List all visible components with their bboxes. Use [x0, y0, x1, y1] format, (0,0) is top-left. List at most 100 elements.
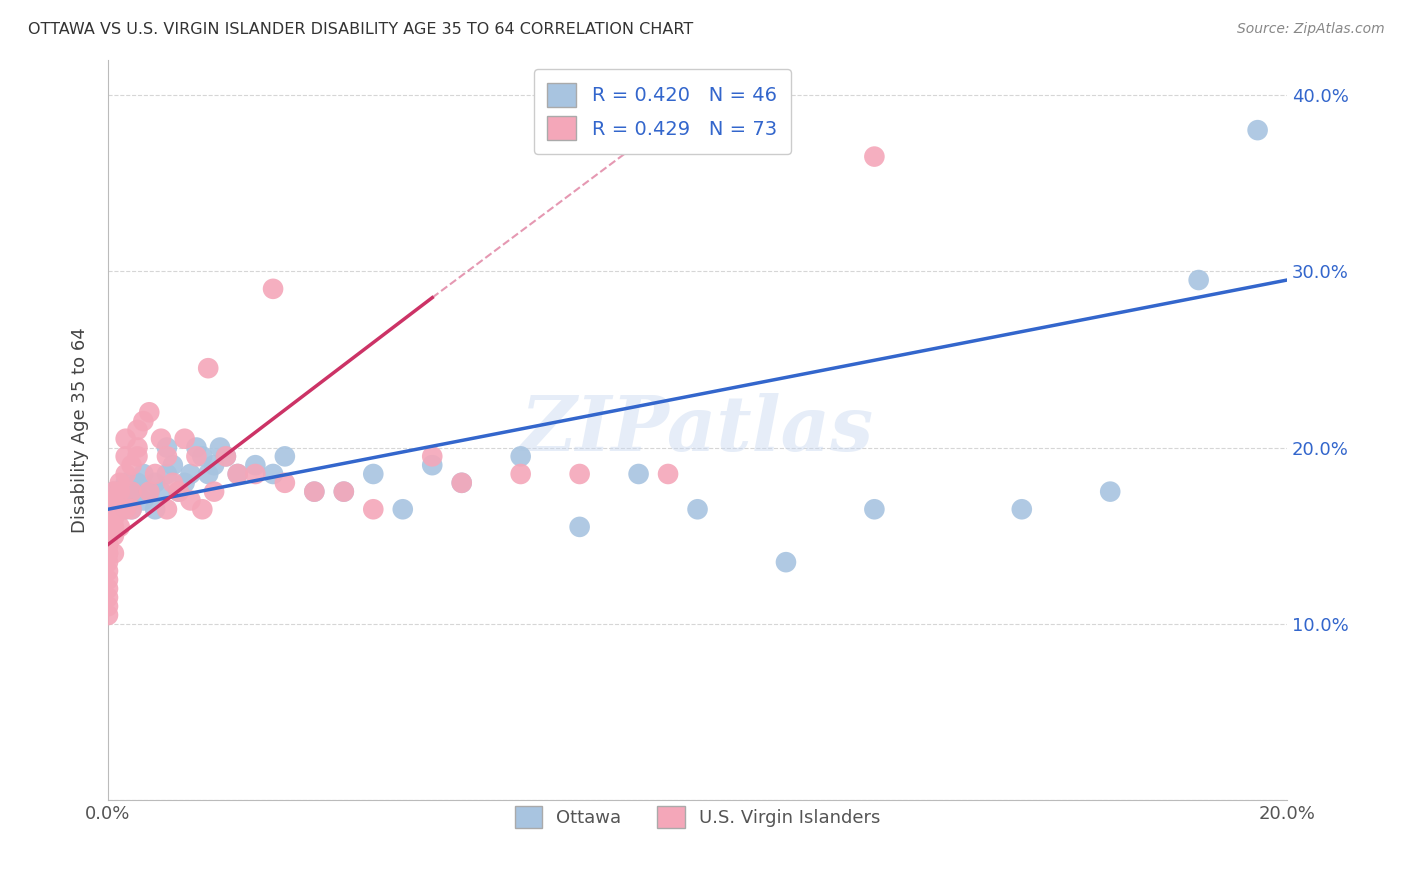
Text: OTTAWA VS U.S. VIRGIN ISLANDER DISABILITY AGE 35 TO 64 CORRELATION CHART: OTTAWA VS U.S. VIRGIN ISLANDER DISABILIT…: [28, 22, 693, 37]
Point: [775, 555, 797, 569]
Point: [450, 475, 472, 490]
Point: [143, 502, 166, 516]
Point: [191, 450, 214, 464]
Point: [509, 450, 531, 464]
Point: [245, 458, 267, 472]
Point: [97, 529, 120, 543]
Point: [103, 484, 125, 499]
Point: [657, 467, 679, 481]
Point: [391, 502, 413, 516]
Point: [143, 467, 166, 481]
Point: [361, 467, 384, 481]
Point: [156, 502, 179, 516]
Point: [127, 450, 149, 464]
Point: [132, 493, 155, 508]
Point: [97, 582, 120, 596]
Point: [132, 467, 155, 481]
Point: [97, 555, 120, 569]
Point: [1011, 502, 1033, 516]
Point: [197, 467, 219, 481]
Point: [108, 493, 131, 508]
Point: [114, 502, 136, 516]
Point: [103, 511, 125, 525]
Point: [215, 450, 238, 464]
Point: [262, 282, 284, 296]
Point: [274, 475, 297, 490]
Point: [191, 502, 214, 516]
Point: [97, 564, 120, 578]
Point: [274, 450, 297, 464]
Point: [226, 467, 249, 481]
Point: [156, 467, 179, 481]
Point: [509, 467, 531, 481]
Point: [333, 484, 356, 499]
Point: [197, 361, 219, 376]
Point: [150, 484, 173, 499]
Point: [108, 520, 131, 534]
Point: [121, 502, 143, 516]
Point: [108, 502, 131, 516]
Point: [186, 450, 208, 464]
Point: [97, 573, 120, 587]
Point: [97, 546, 120, 560]
Point: [420, 458, 443, 472]
Point: [103, 529, 125, 543]
Point: [97, 529, 120, 543]
Point: [180, 467, 202, 481]
Point: [97, 520, 120, 534]
Point: [1246, 123, 1268, 137]
Text: Source: ZipAtlas.com: Source: ZipAtlas.com: [1237, 22, 1385, 37]
Point: [97, 599, 120, 614]
Point: [304, 484, 326, 499]
Point: [686, 502, 709, 516]
Point: [97, 529, 120, 543]
Point: [114, 467, 136, 481]
Point: [568, 520, 591, 534]
Point: [863, 150, 886, 164]
Point: [97, 546, 120, 560]
Point: [627, 467, 650, 481]
Point: [97, 537, 120, 551]
Point: [202, 484, 225, 499]
Point: [150, 432, 173, 446]
Point: [226, 467, 249, 481]
Point: [167, 484, 190, 499]
Point: [186, 441, 208, 455]
Point: [97, 520, 120, 534]
Point: [304, 484, 326, 499]
Point: [97, 502, 120, 516]
Point: [162, 458, 184, 472]
Point: [162, 475, 184, 490]
Point: [215, 450, 238, 464]
Legend: Ottawa, U.S. Virgin Islanders: Ottawa, U.S. Virgin Islanders: [508, 799, 887, 836]
Point: [114, 432, 136, 446]
Y-axis label: Disability Age 35 to 64: Disability Age 35 to 64: [72, 327, 89, 533]
Point: [1099, 484, 1122, 499]
Point: [245, 467, 267, 481]
Point: [127, 441, 149, 455]
Point: [103, 493, 125, 508]
Point: [97, 502, 120, 516]
Point: [202, 458, 225, 472]
Point: [97, 537, 120, 551]
Point: [97, 511, 120, 525]
Point: [167, 484, 190, 499]
Point: [173, 432, 195, 446]
Point: [108, 475, 131, 490]
Point: [156, 441, 179, 455]
Point: [103, 520, 125, 534]
Point: [173, 475, 195, 490]
Point: [103, 502, 125, 516]
Point: [127, 484, 149, 499]
Point: [114, 475, 136, 490]
Point: [1188, 273, 1211, 287]
Point: [361, 502, 384, 516]
Point: [156, 450, 179, 464]
Point: [180, 493, 202, 508]
Point: [138, 484, 160, 499]
Point: [97, 520, 120, 534]
Point: [138, 405, 160, 419]
Point: [450, 475, 472, 490]
Point: [262, 467, 284, 481]
Text: ZIPatlas: ZIPatlas: [522, 392, 875, 467]
